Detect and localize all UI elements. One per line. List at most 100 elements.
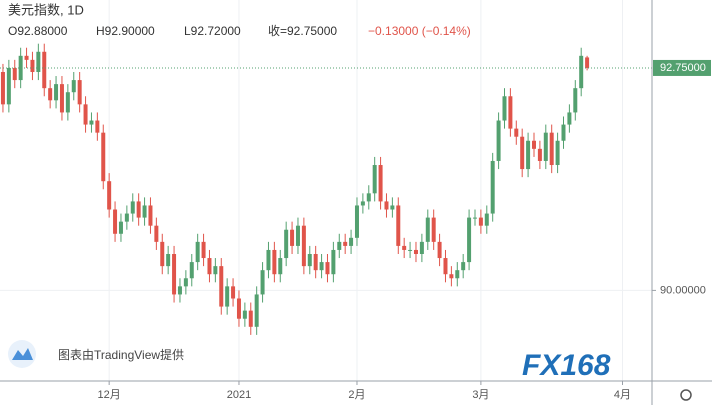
candle-body (48, 88, 53, 101)
x-tick-label: 4月 (614, 389, 631, 401)
candle-body (419, 241, 424, 254)
candle-body (89, 120, 94, 125)
candle-body (54, 84, 59, 101)
candle-body (213, 266, 218, 275)
candle-body (160, 241, 165, 267)
candle-body (236, 298, 241, 319)
candle-body (290, 229, 295, 246)
axes: 12月 2021 2月 3月 4月 90.00000 92.75000 (98, 59, 711, 401)
candle-body (231, 286, 236, 299)
candle-body (502, 96, 507, 121)
chart-title: 美元指数, 1D (8, 2, 84, 17)
candle-body (437, 241, 442, 259)
x-tick-label: 12月 (98, 389, 121, 401)
candle-body (6, 67, 11, 105)
candle-body (136, 201, 141, 218)
candle-body (343, 241, 348, 246)
candle-body (77, 80, 82, 105)
candle-body (254, 294, 259, 327)
candle-body (295, 225, 300, 246)
candle-body (349, 237, 354, 246)
candle-body (124, 213, 129, 222)
candle-body (0, 71, 5, 105)
candle-body (172, 254, 177, 295)
candle-body (130, 201, 135, 214)
candle-body (107, 181, 112, 210)
candle-body (585, 57, 590, 68)
candles (0, 43, 652, 335)
candle-body (425, 217, 430, 242)
candle-body (207, 258, 212, 275)
tv-logo-bg (8, 340, 36, 368)
candle-body (189, 262, 194, 279)
candle-body (301, 225, 306, 267)
ohlc-low: L92.72000 (184, 24, 241, 38)
candle-body (331, 249, 336, 275)
candle-body (478, 217, 483, 226)
candle-body (284, 229, 289, 259)
candle-body (543, 132, 548, 161)
candle-body (467, 217, 472, 263)
candle-body (579, 55, 584, 89)
candle-body (537, 148, 542, 161)
candle-body (12, 67, 17, 81)
candle-body (573, 88, 578, 113)
x-tick-label: 3月 (472, 389, 489, 401)
x-tick-label: 2月 (348, 389, 365, 401)
candle-body (101, 132, 106, 182)
candle-body (248, 310, 253, 327)
candle-body (449, 274, 454, 279)
candle-body (30, 59, 35, 72)
candle-body (313, 254, 318, 271)
candle-body (59, 84, 64, 113)
candle-body (396, 205, 401, 246)
last-price-badge (653, 59, 711, 76)
candle-body (443, 258, 448, 275)
candle-body (555, 140, 560, 166)
candle-body (531, 140, 536, 149)
candle-body (354, 205, 359, 238)
candle-body (201, 241, 206, 259)
candle-body (142, 205, 147, 218)
candle-body (278, 258, 283, 275)
ohlc-legend: O92.88000 H92.90000 L92.72000 收=92.75000… (8, 24, 471, 38)
candle-body (83, 104, 88, 125)
candle-body (508, 96, 513, 129)
candle-body (402, 245, 407, 250)
candle-body (490, 160, 495, 214)
candle-body (567, 112, 572, 125)
candle-body (461, 262, 466, 271)
candle-body (390, 205, 395, 210)
ohlc-high: H92.90000 (96, 24, 155, 38)
candle-body (113, 209, 118, 234)
candle-body (360, 201, 365, 206)
settings-icon[interactable] (680, 389, 692, 401)
candle-body (242, 310, 247, 319)
credit: 图表由TradingView提供 (8, 340, 184, 368)
candle-body (183, 278, 188, 287)
candle-body (337, 241, 342, 250)
candle-body (166, 254, 171, 267)
gear[interactable] (680, 389, 692, 401)
ohlc-open: O92.88000 (8, 24, 68, 38)
candle-body (154, 225, 159, 242)
candle-body (18, 55, 23, 81)
candle-body (319, 262, 324, 271)
candle-body (496, 120, 501, 161)
candle-body (431, 217, 436, 242)
candle-body (549, 132, 554, 166)
candle-body (65, 92, 70, 113)
candle-body (413, 249, 418, 254)
candle-body (266, 249, 271, 271)
credit-text: 图表由TradingView提供 (58, 347, 184, 362)
candle-body (307, 254, 312, 267)
y-tick-label: 90.00000 (660, 284, 706, 296)
candle-body (455, 270, 460, 279)
last-price-label: 92.75000 (660, 62, 706, 74)
grid (0, 0, 652, 381)
candle-body (272, 249, 277, 275)
candle-body (384, 201, 389, 210)
candle-body (36, 51, 41, 72)
